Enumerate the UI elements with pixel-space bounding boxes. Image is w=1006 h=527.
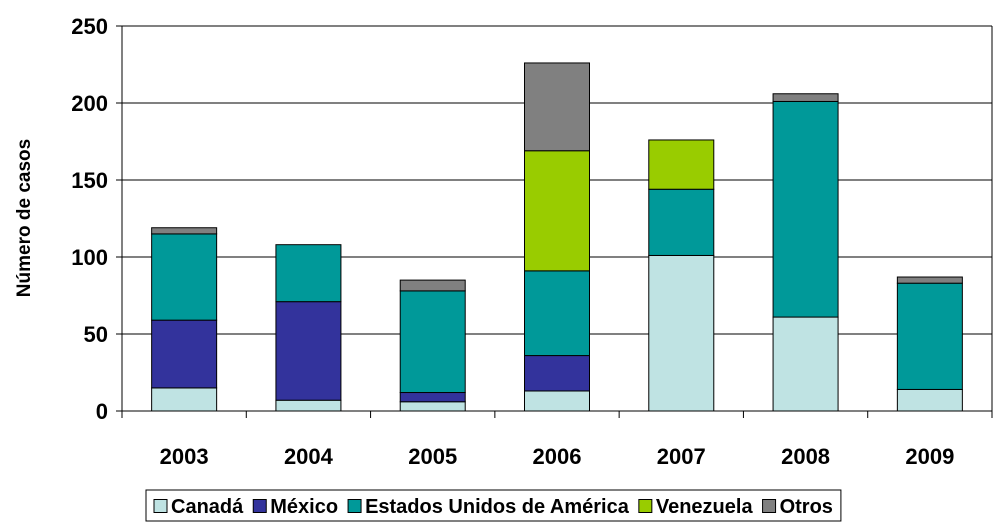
- legend-swatch-estados-unidos-de-américa: [347, 499, 362, 513]
- y-tick-labels: 0 50 100 150 200 250: [71, 14, 108, 424]
- bar-2005-canadá: [399, 401, 466, 412]
- axes: [116, 25, 993, 418]
- bar-2009-canadá: [896, 388, 963, 412]
- x-tick-label-2005: 2005: [408, 444, 457, 469]
- bar-2004-méxico: [275, 301, 342, 401]
- legend-swatch-otros: [762, 499, 777, 513]
- bar-2007-canadá: [648, 254, 715, 412]
- bar-2006-venezuela: [524, 150, 590, 272]
- legend-label-estados-unidos-de-américa: Estados Unidos de América: [365, 496, 630, 518]
- bar-2009-estados-unidos-de-américa: [896, 282, 963, 390]
- legend-label-méxico: México: [270, 496, 338, 518]
- y-tick-label-50: 50: [84, 322, 108, 347]
- x-tick-labels: 2003 2004 2005 2006 2007 2008 2009: [160, 444, 955, 469]
- bar-2007-venezuela: [648, 139, 715, 190]
- bar-2008-canadá: [772, 316, 839, 412]
- legend-swatch-venezuela: [638, 499, 653, 513]
- bar-2007-estados-unidos-de-américa: [648, 188, 715, 256]
- bar-2003-canadá: [151, 387, 218, 412]
- bar-2005-estados-unidos-de-américa: [399, 290, 466, 394]
- legend-frame: [145, 489, 842, 522]
- x-tick-label-2003: 2003: [160, 444, 209, 469]
- y-tick-label-250: 250: [71, 14, 108, 39]
- y-tick-label-100: 100: [71, 245, 108, 270]
- legend-swatch-canadá: [153, 499, 168, 513]
- bar-2004-canadá: [275, 399, 342, 412]
- bar-2006-otros: [524, 62, 590, 152]
- bar-2009-otros: [896, 276, 963, 284]
- bar-2005-méxico: [399, 392, 466, 403]
- x-tick-label-2007: 2007: [657, 444, 706, 469]
- x-tick-label-2004: 2004: [284, 444, 334, 469]
- legend: Canadá México Estados Unidos de América Ven…: [145, 489, 842, 522]
- bar-2006-canadá: [524, 390, 590, 412]
- bar-2005-otros: [399, 279, 466, 292]
- x-tick-label-2008: 2008: [781, 444, 830, 469]
- legend-items: Canadá México Estados Unidos de América Ven…: [153, 496, 833, 518]
- bars: [151, 62, 963, 412]
- bar-2008-otros: [772, 93, 839, 102]
- bar-2006-estados-unidos-de-américa: [524, 270, 590, 357]
- bar-2003-otros: [151, 227, 218, 235]
- legend-label-venezuela: Venezuela: [656, 496, 754, 518]
- x-tick-label-2009: 2009: [905, 444, 954, 469]
- bar-2006-méxico: [524, 355, 590, 392]
- legend-label-otros: Otros: [780, 496, 833, 518]
- bar-2003-méxico: [151, 319, 218, 389]
- y-tick-label-200: 200: [71, 91, 108, 116]
- x-tick-label-2006: 2006: [533, 444, 582, 469]
- bar-2004-estados-unidos-de-américa: [275, 244, 342, 303]
- legend-label-canadá: Canadá: [171, 496, 244, 518]
- y-tick-label-0: 0: [96, 399, 108, 424]
- y-tick-label-150: 150: [71, 168, 108, 193]
- bar-2003-estados-unidos-de-américa: [151, 233, 218, 321]
- bar-2008-estados-unidos-de-américa: [772, 100, 839, 318]
- y-axis-label: Número de casos: [14, 139, 35, 297]
- legend-swatch-méxico: [252, 499, 267, 513]
